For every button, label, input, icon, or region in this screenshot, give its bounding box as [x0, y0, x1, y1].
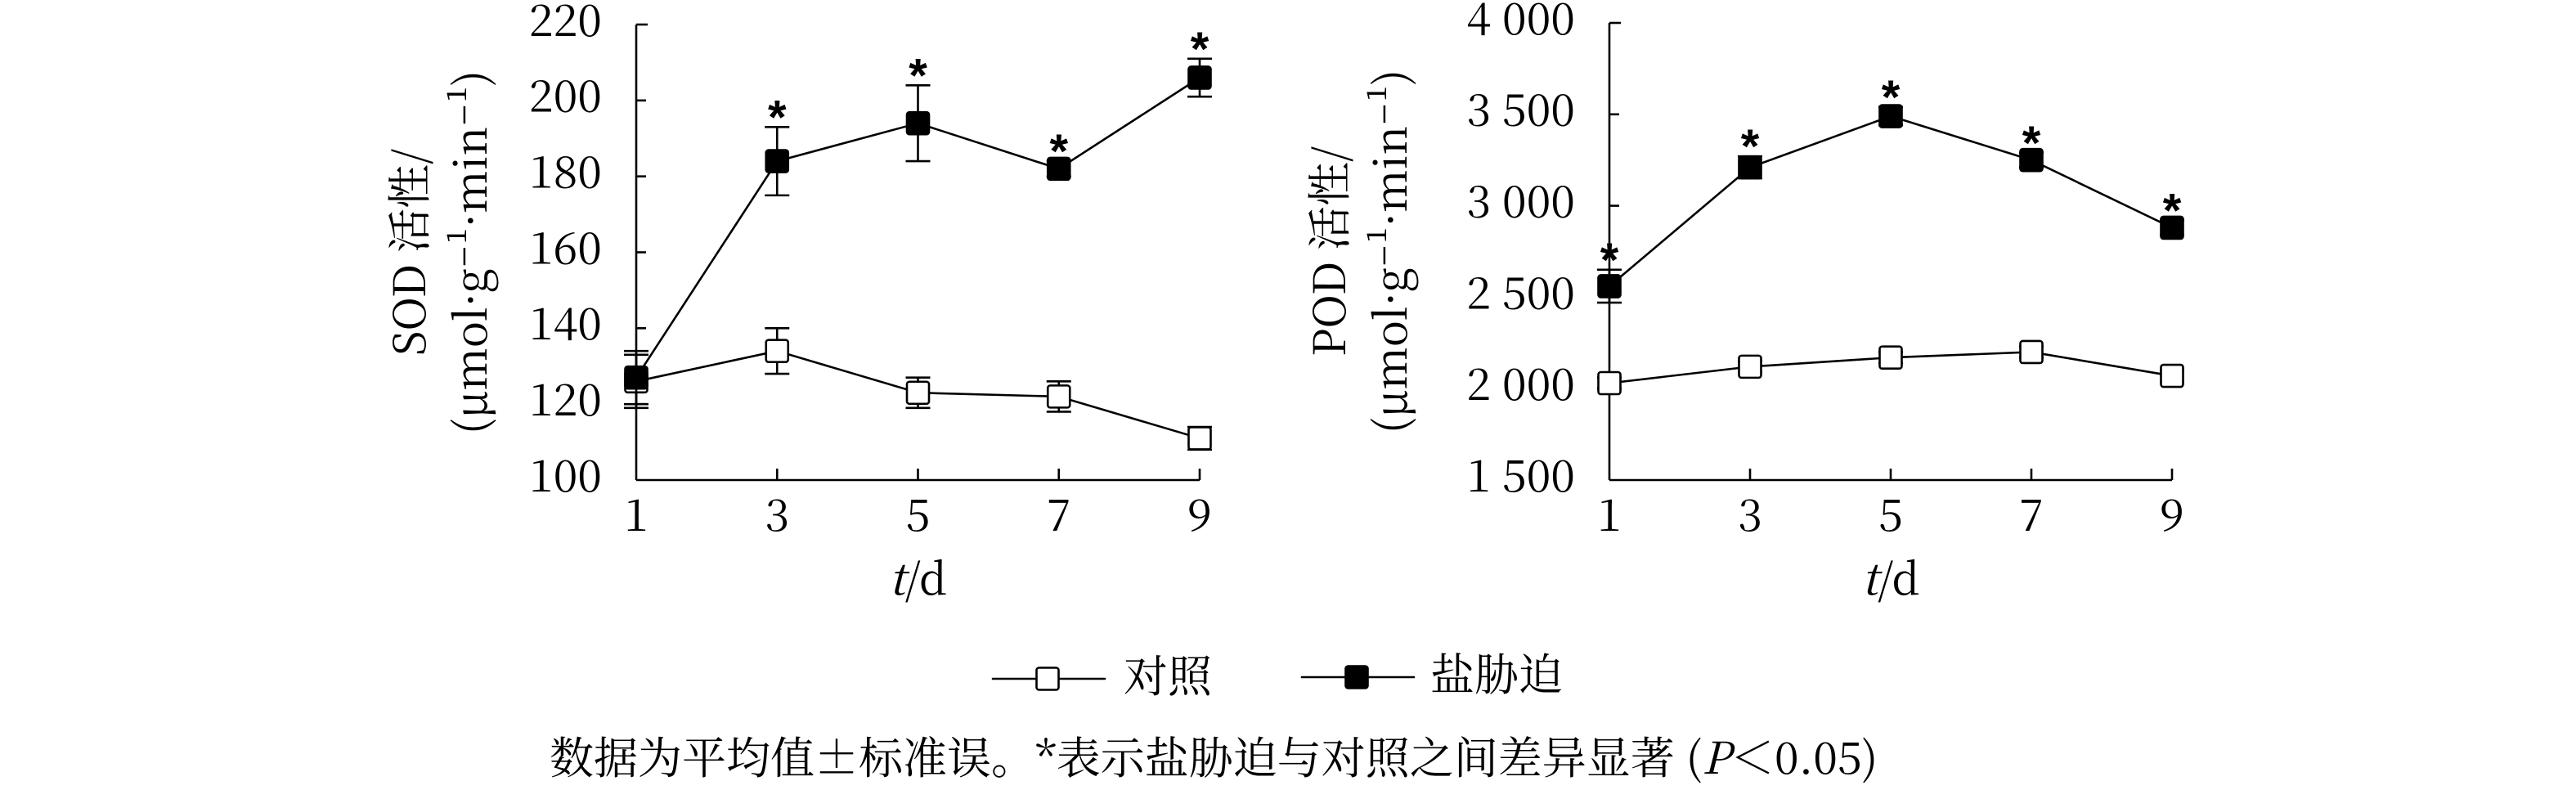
svg-text:*: * [1191, 23, 1209, 76]
svg-text:7: 7 [1047, 481, 1071, 544]
svg-text:1: 1 [1597, 481, 1622, 544]
svg-text:140: 140 [529, 290, 602, 352]
svg-text:*: * [768, 91, 787, 144]
svg-text:盐胁迫: 盐胁迫 [1430, 640, 1563, 703]
svg-text:数据为平均值±标准误。*表示盐胁迫与对照之间差异显著 (P＜: 数据为平均值±标准误。*表示盐胁迫与对照之间差异显著 (P＜0.05) [550, 724, 1878, 787]
svg-text:*: * [1600, 234, 1619, 287]
svg-text:9: 9 [2160, 481, 2184, 544]
svg-text:1: 1 [624, 481, 648, 544]
svg-text:*: * [2163, 184, 2182, 237]
svg-text:5: 5 [906, 481, 931, 544]
svg-text:2 500: 2 500 [1466, 258, 1575, 321]
svg-text:t/d: t/d [1861, 545, 1919, 608]
svg-text:4 000: 4 000 [1466, 0, 1575, 47]
svg-text:160: 160 [529, 213, 602, 276]
svg-text:120: 120 [529, 366, 602, 429]
svg-text:对照: 对照 [1124, 642, 1213, 705]
svg-text:t/d: t/d [889, 545, 947, 608]
svg-text:*: * [1049, 125, 1068, 178]
svg-text:9: 9 [1187, 481, 1212, 544]
svg-text:200: 200 [529, 62, 602, 125]
svg-text:220: 220 [529, 0, 602, 49]
svg-text:5: 5 [1878, 481, 1903, 544]
svg-text:3 000: 3 000 [1466, 167, 1575, 230]
svg-text:3: 3 [765, 481, 789, 544]
svg-text:7: 7 [2019, 481, 2044, 544]
svg-text:100: 100 [529, 442, 602, 505]
svg-text:3: 3 [1738, 481, 1762, 544]
svg-text:3 500: 3 500 [1466, 76, 1575, 139]
svg-text:*: * [909, 49, 927, 102]
svg-text:2 000: 2 000 [1466, 350, 1575, 413]
svg-text:*: * [1882, 71, 1901, 124]
svg-text:*: * [1741, 120, 1760, 173]
svg-text:180: 180 [529, 138, 602, 201]
svg-text:*: * [2022, 117, 2041, 170]
svg-text:1 500: 1 500 [1466, 442, 1575, 505]
